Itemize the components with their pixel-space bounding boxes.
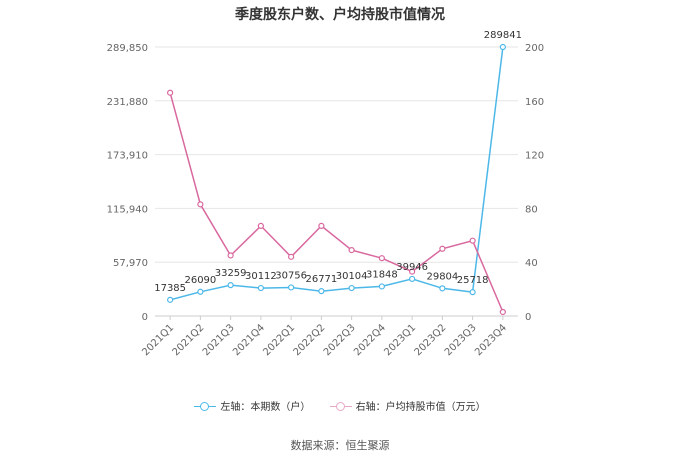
right-axis-tick-label: 0 <box>525 312 531 323</box>
right-axis-tick-label: 120 <box>525 151 544 162</box>
left-axis-tick-label: 0 <box>142 312 148 323</box>
series-point-shareholders <box>288 284 295 291</box>
series-point-avg-holding <box>499 308 506 316</box>
x-axis-tick-label: 2022Q1 <box>261 322 297 358</box>
series-line-shareholders <box>169 46 504 301</box>
legend-marker-left-icon <box>194 401 217 411</box>
legend-item-right[interactable]: 右轴：户均持股市值（万元） <box>329 398 486 413</box>
legend-item-left[interactable]: 左轴：本期数（户） <box>194 398 310 413</box>
data-label: 30756 <box>275 270 307 281</box>
series-point-shareholders <box>499 43 506 51</box>
series-point-avg-holding <box>257 222 264 229</box>
series-point-avg-holding <box>288 253 295 260</box>
series-line-avg-holding <box>169 92 504 313</box>
data-source: 数据来源：恒生聚源 <box>290 439 390 452</box>
left-axis-tick-label: 57,970 <box>113 258 148 269</box>
left-axis-tick-label: 289,850 <box>107 43 148 54</box>
x-axis-tick-label: 2022Q3 <box>322 322 358 358</box>
series-point-shareholders <box>318 288 325 295</box>
left-axis-tick-label: 173,910 <box>107 151 148 162</box>
data-label: 289841 <box>484 30 522 41</box>
series-point-shareholders <box>409 275 416 283</box>
series-point-shareholders <box>227 282 234 289</box>
left-axis-tick-label: 115,940 <box>107 204 148 215</box>
right-axis-tick-label: 200 <box>525 43 544 54</box>
series-point-avg-holding <box>439 245 446 252</box>
legend-marker-right-icon <box>329 401 352 411</box>
data-label: 33259 <box>215 268 247 279</box>
legend-label-right: 右轴：户均持股市值（万元） <box>355 402 486 413</box>
data-label: 39946 <box>396 262 428 273</box>
series-point-avg-holding <box>348 246 355 254</box>
x-axis-tick-label: 2023Q3 <box>443 322 479 358</box>
series-point-avg-holding <box>227 252 234 259</box>
series-point-avg-holding <box>197 201 204 208</box>
series-point-shareholders <box>469 289 476 296</box>
series-point-shareholders <box>439 285 446 292</box>
series-point-shareholders <box>257 284 264 292</box>
x-axis-tick-label: 2021Q2 <box>171 322 207 358</box>
x-axis-tick-label: 2022Q2 <box>292 322 328 358</box>
series-point-avg-holding <box>469 237 476 244</box>
data-label: 29804 <box>426 271 458 282</box>
data-label: 30112 <box>245 271 277 282</box>
x-axis-tick-label: 2021Q3 <box>201 322 237 358</box>
data-label: 26771 <box>305 274 337 285</box>
legend: 左轴：本期数（户） 右轴：户均持股市值（万元） <box>0 398 680 414</box>
series-point-avg-holding <box>409 268 416 275</box>
series-point-shareholders <box>197 288 204 295</box>
right-axis-tick-label: 40 <box>525 258 538 269</box>
right-axis-tick-label: 80 <box>525 204 538 215</box>
series-point-shareholders <box>378 283 385 290</box>
data-label: 26090 <box>184 275 216 286</box>
series-point-avg-holding <box>378 255 385 262</box>
data-label: 25718 <box>457 275 489 286</box>
data-label: 30104 <box>336 271 368 282</box>
series-point-shareholders <box>167 296 174 303</box>
data-label: 31848 <box>366 269 398 280</box>
x-axis-tick-label: 2023Q4 <box>473 322 509 358</box>
series-point-avg-holding <box>167 89 174 96</box>
data-label: 17385 <box>154 283 186 294</box>
x-axis-tick-label: 2023Q2 <box>413 322 449 358</box>
series-point-avg-holding <box>318 222 325 229</box>
chart-title: 季度股东户数、户均持股市值情况 <box>235 7 445 23</box>
series-point-shareholders <box>348 284 355 292</box>
right-axis-tick-label: 160 <box>525 97 544 108</box>
x-axis-tick-label: 2023Q1 <box>382 322 418 358</box>
x-axis-tick-label: 2021Q4 <box>231 322 267 358</box>
x-axis-tick-label: 2021Q1 <box>140 322 176 358</box>
left-axis-tick-label: 231,880 <box>107 97 148 108</box>
legend-label-left: 左轴：本期数（户） <box>220 402 311 413</box>
x-axis-tick-label: 2022Q4 <box>352 322 388 358</box>
